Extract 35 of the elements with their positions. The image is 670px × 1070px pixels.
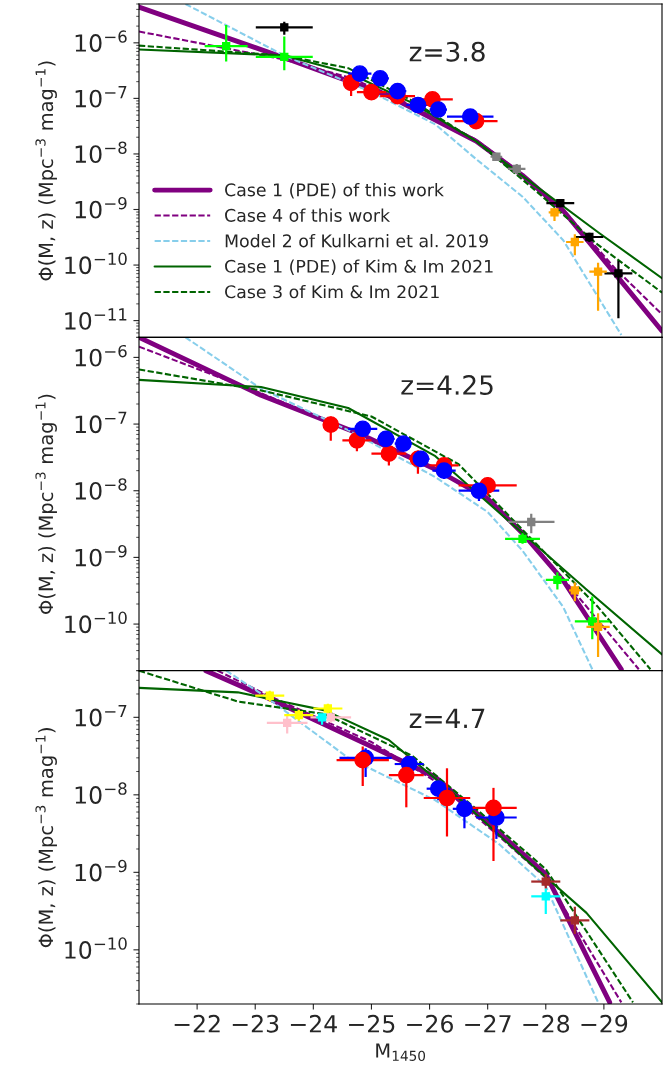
- legend-label: Case 1 (PDE) of this work: [225, 182, 444, 199]
- x-tick-label: −29: [581, 1014, 628, 1033]
- y-tick-label: 10$^{−9}$: [75, 196, 127, 219]
- legend-label: Case 1 (PDE) of Kim & Im 2021: [225, 259, 493, 275]
- y-tick-label: 10$^{−10}$: [65, 937, 127, 959]
- annotation: z=4.25: [401, 375, 493, 395]
- y-tick-label: 10$^{−6}$: [75, 30, 127, 52]
- y-tick-label: 10$^{−8}$: [75, 141, 127, 164]
- x-tick-label: −27: [465, 1014, 511, 1033]
- y-tick-label: 10$^{−10}$: [65, 611, 127, 634]
- legend-label: Case 3 of Kim & Im 2021: [225, 284, 439, 299]
- y-axis-title: Φ(M, z) (Mpc$^{−3}$ mag$^{−1}$): [35, 394, 57, 614]
- y-axis-title: Φ(M, z) (Mpc$^{−3}$ mag$^{−1}$): [35, 61, 57, 281]
- y-tick-label: 10$^{−7}$: [75, 411, 127, 434]
- y-tick-label: 10$^{−9}$: [75, 544, 127, 567]
- x-tick-label: −22: [174, 1014, 220, 1033]
- legend-label: Case 4 of this work: [225, 208, 391, 222]
- x-tick-label: −26: [407, 1014, 453, 1033]
- x-tick-label: −25: [349, 1014, 395, 1033]
- y-tick-label: 10$^{−11}$: [65, 308, 127, 330]
- y-tick-label: 10$^{−7}$: [75, 86, 127, 108]
- y-tick-label: 10$^{−9}$: [75, 859, 127, 882]
- y-tick-label: 10$^{−8}$: [75, 478, 127, 500]
- legend-label: Model 2 of Kulkarni et al. 2019: [225, 233, 488, 248]
- x-tick-label: −23: [232, 1014, 279, 1033]
- annotation: z=4.7: [409, 708, 485, 728]
- y-tick-label: 10$^{−6}$: [75, 344, 127, 367]
- y-tick-label: 10$^{−7}$: [75, 705, 127, 727]
- x-tick-label: −24: [290, 1014, 337, 1033]
- x-axis-title: M$_{1450}$: [376, 1043, 426, 1061]
- y-tick-label: 10$^{−8}$: [75, 782, 127, 804]
- y-axis-title: Φ(M, z) (Mpc$^{−3}$ mag$^{−1}$): [35, 728, 57, 948]
- annotation: z=3.8: [409, 41, 485, 62]
- y-tick-label: 10$^{−10}$: [65, 252, 127, 275]
- x-tick-label: −28: [523, 1014, 570, 1033]
